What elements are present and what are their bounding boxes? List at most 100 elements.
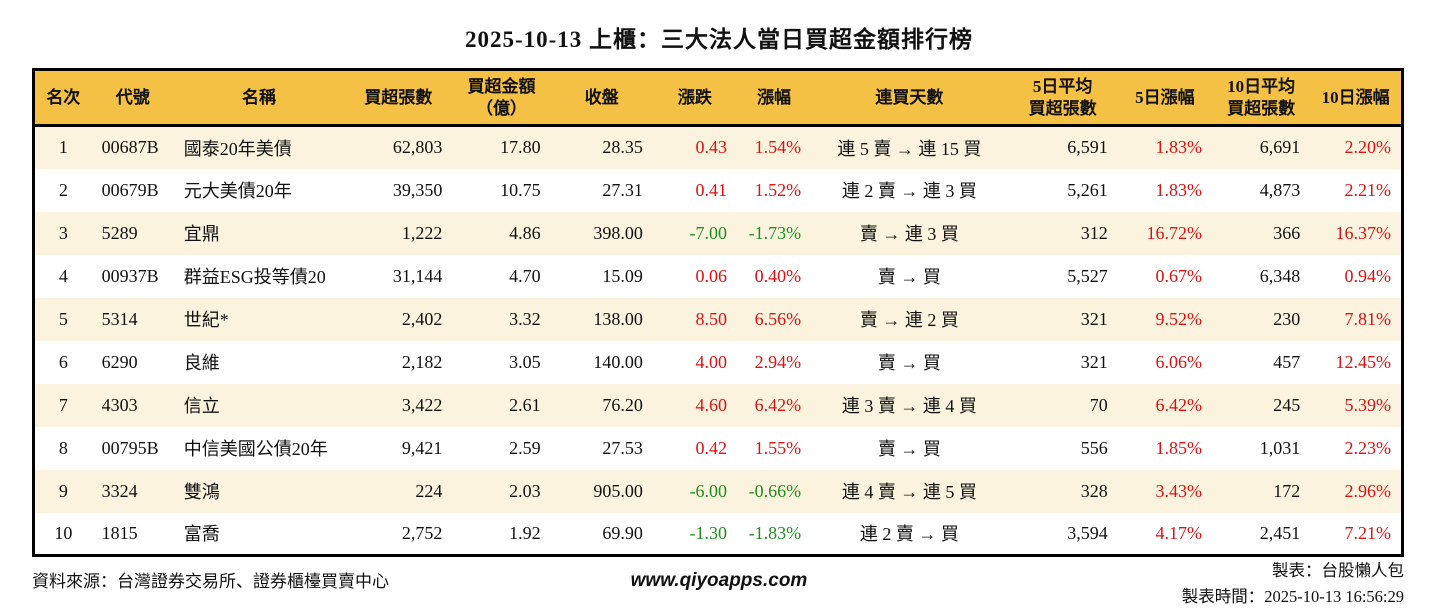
cell-change_pct: 1.55% — [736, 426, 812, 470]
table-maker-note: 製表：台股懶人包 — [1272, 561, 1404, 580]
cell-streak: 連 3 賣 → 連 4 買 — [811, 383, 1008, 427]
header-volume: 買超張數 — [344, 69, 453, 127]
cell-change_pct: 6.42% — [736, 383, 812, 427]
cell-avg10: 245 — [1212, 383, 1311, 427]
cell-name: 信立 — [173, 383, 345, 427]
cell-close: 398.00 — [550, 211, 653, 255]
cell-pct10: 0.94% — [1310, 254, 1403, 298]
cell-code: 3324 — [91, 469, 174, 513]
cell-change: -6.00 — [652, 469, 737, 513]
cell-change: 0.43 — [652, 125, 737, 169]
header-avg5: 5日平均 買超張數 — [1007, 69, 1118, 127]
cell-avg5: 5,261 — [1007, 168, 1118, 212]
cell-close: 27.31 — [550, 168, 653, 212]
cell-code: 5289 — [91, 211, 174, 255]
cell-pct10: 16.37% — [1310, 211, 1403, 255]
cell-change: 0.06 — [652, 254, 737, 298]
cell-close: 140.00 — [550, 340, 653, 384]
table-row: 5 5314 世紀* 2,402 3.32 138.00 8.50 6.56% 賣 → 連 2 … — [33, 297, 1403, 341]
cell-avg5: 6,591 — [1007, 125, 1118, 169]
cell-name: 良維 — [173, 340, 345, 384]
credits-block: 製表：台股懶人包 製表時間：2025-10-13 16:56:29 — [1182, 558, 1404, 609]
cell-code: 00937B — [91, 254, 174, 298]
cell-name: 富喬 — [173, 512, 345, 556]
cell-avg5: 3,594 — [1007, 512, 1118, 556]
cell-pct5: 6.42% — [1117, 383, 1212, 427]
cell-pct5: 6.06% — [1117, 340, 1212, 384]
cell-streak: 賣 → 買 — [811, 426, 1008, 470]
cell-rank: 5 — [33, 297, 92, 341]
cell-code: 6290 — [91, 340, 174, 384]
cell-name: 宜鼎 — [173, 211, 345, 255]
cell-rank: 4 — [33, 254, 92, 298]
cell-streak: 連 4 賣 → 連 5 買 — [811, 469, 1008, 513]
cell-change: 4.60 — [652, 383, 737, 427]
header-rank: 名次 — [33, 69, 92, 127]
cell-avg10: 2,451 — [1212, 512, 1311, 556]
cell-amount: 3.05 — [452, 340, 551, 384]
cell-rank: 8 — [33, 426, 92, 470]
cell-amount: 3.32 — [452, 297, 551, 341]
header-change: 漲跌 — [652, 69, 737, 127]
table-row: 9 3324 雙鴻 224 2.03 905.00 -6.00 -0.66% 連 4 賣 → 連… — [33, 469, 1403, 513]
table-row: 7 4303 信立 3,422 2.61 76.20 4.60 6.42% 連 3 賣 → 連 … — [33, 383, 1403, 427]
cell-volume: 224 — [344, 469, 453, 513]
cell-close: 15.09 — [550, 254, 653, 298]
cell-close: 138.00 — [550, 297, 653, 341]
cell-pct5: 4.17% — [1117, 512, 1212, 556]
cell-code: 1815 — [91, 512, 174, 556]
cell-volume: 9,421 — [344, 426, 453, 470]
cell-avg10: 6,348 — [1212, 254, 1311, 298]
cell-code: 00679B — [91, 168, 174, 212]
cell-pct10: 7.21% — [1310, 512, 1403, 556]
cell-avg5: 5,527 — [1007, 254, 1118, 298]
cell-code: 5314 — [91, 297, 174, 341]
table-row: 2 00679B 元大美債20年 39,350 10.75 27.31 0.41 1.52% 連… — [33, 168, 1403, 212]
header-amount: 買超金額 （億） — [452, 69, 551, 127]
header-pct10: 10日漲幅 — [1310, 69, 1403, 127]
cell-rank: 6 — [33, 340, 92, 384]
cell-code: 4303 — [91, 383, 174, 427]
cell-streak: 賣 → 連 2 買 — [811, 297, 1008, 341]
cell-streak: 連 5 賣 → 連 15 買 — [811, 125, 1008, 169]
cell-streak: 賣 → 買 — [811, 254, 1008, 298]
cell-pct5: 1.83% — [1117, 168, 1212, 212]
cell-amount: 17.80 — [452, 125, 551, 169]
cell-pct10: 7.81% — [1310, 297, 1403, 341]
header-close: 收盤 — [550, 69, 653, 127]
header-avg10: 10日平均 買超張數 — [1212, 69, 1311, 127]
cell-rank: 3 — [33, 211, 92, 255]
table-row: 3 5289 宜鼎 1,222 4.86 398.00 -7.00 -1.73% 賣 → 連 3… — [33, 211, 1403, 255]
cell-volume: 2,402 — [344, 297, 453, 341]
cell-pct10: 2.20% — [1310, 125, 1403, 169]
cell-avg10: 366 — [1212, 211, 1311, 255]
cell-name: 群益ESG投等債20 — [173, 254, 345, 298]
header-code: 代號 — [91, 69, 174, 127]
cell-avg5: 70 — [1007, 383, 1118, 427]
cell-amount: 4.86 — [452, 211, 551, 255]
cell-streak: 賣 → 買 — [811, 340, 1008, 384]
cell-close: 28.35 — [550, 125, 653, 169]
cell-streak: 連 2 賣 → 買 — [811, 512, 1008, 556]
cell-change_pct: 1.52% — [736, 168, 812, 212]
cell-streak: 連 2 賣 → 連 3 買 — [811, 168, 1008, 212]
cell-pct5: 1.85% — [1117, 426, 1212, 470]
cell-volume: 31,144 — [344, 254, 453, 298]
cell-avg5: 312 — [1007, 211, 1118, 255]
table-row: 6 6290 良維 2,182 3.05 140.00 4.00 2.94% 賣 → 買 321 6… — [33, 340, 1403, 384]
cell-close: 69.90 — [550, 512, 653, 556]
page-title: 2025-10-13 上櫃：三大法人當日買超金額排行榜 — [464, 27, 974, 52]
cell-pct5: 9.52% — [1117, 297, 1212, 341]
table-row: 1 00687B 國泰20年美債 62,803 17.80 28.35 0.43 1.54% 連… — [33, 125, 1403, 169]
table-made-time: 製表時間：2025-10-13 16:56:29 — [1181, 586, 1404, 606]
cell-volume: 2,182 — [344, 340, 453, 384]
cell-avg10: 4,873 — [1212, 168, 1311, 212]
cell-change_pct: -1.73% — [736, 211, 812, 255]
cell-change: 0.41 — [652, 168, 737, 212]
cell-amount: 2.03 — [452, 469, 551, 513]
table-row: 10 1815 富喬 2,752 1.92 69.90 -1.30 -1.83% 連 2 賣 →… — [33, 512, 1403, 556]
cell-volume: 39,350 — [344, 168, 453, 212]
cell-name: 雙鴻 — [173, 469, 345, 513]
cell-name: 世紀* — [173, 297, 345, 341]
table-body: 1 00687B 國泰20年美債 62,803 17.80 28.35 0.43 1.54% 連… — [33, 125, 1403, 556]
